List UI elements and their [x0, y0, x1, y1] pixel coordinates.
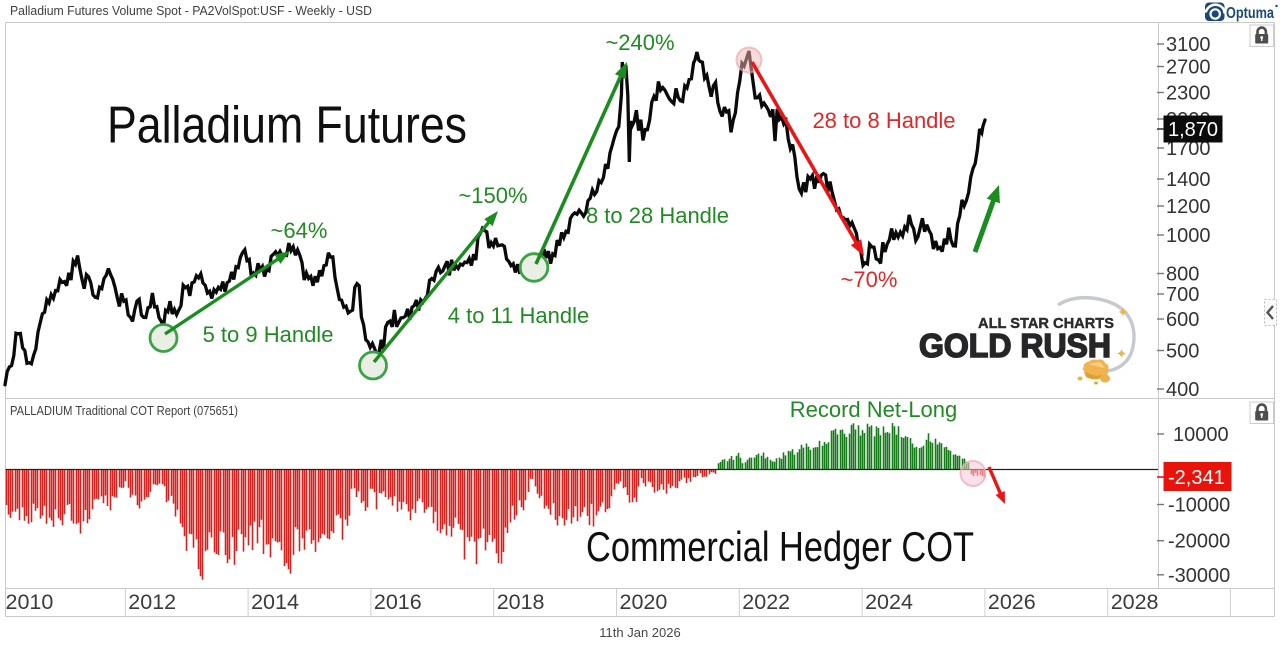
svg-text:800: 800 — [1166, 264, 1199, 286]
svg-text:PALLADIUM Traditional COT Repo: PALLADIUM Traditional COT Report (075651… — [10, 403, 238, 418]
svg-text:Record Net-Long: Record Net-Long — [790, 397, 958, 422]
svg-text:2012: 2012 — [128, 590, 176, 614]
svg-text:10000: 10000 — [1173, 424, 1229, 446]
svg-text:Palladium Futures Volume Spot: Palladium Futures Volume Spot - PA2VolSp… — [10, 3, 372, 18]
svg-text:1000: 1000 — [1166, 225, 1211, 247]
svg-text:ALL STAR CHARTS: ALL STAR CHARTS — [978, 316, 1114, 332]
svg-text:2700: 2700 — [1166, 57, 1211, 79]
svg-text:~64%: ~64% — [271, 218, 328, 243]
svg-text:2022: 2022 — [742, 590, 790, 614]
svg-text:GOLD RUSH: GOLD RUSH — [919, 327, 1111, 364]
svg-text:1400: 1400 — [1166, 169, 1211, 191]
svg-text:2026: 2026 — [988, 590, 1036, 614]
svg-text:700: 700 — [1166, 284, 1199, 306]
svg-text:2020: 2020 — [620, 590, 668, 614]
svg-text:1700: 1700 — [1166, 138, 1211, 160]
svg-text:4 to 11 Handle: 4 to 11 Handle — [448, 303, 589, 328]
svg-text:2028: 2028 — [1111, 590, 1159, 614]
svg-text:~70%: ~70% — [841, 267, 898, 292]
svg-text:-10000: -10000 — [1168, 495, 1230, 517]
svg-text:~150%: ~150% — [458, 183, 527, 208]
svg-text:11th Jan 2026: 11th Jan 2026 — [599, 625, 680, 640]
svg-text:-30000: -30000 — [1168, 565, 1230, 587]
svg-text:2016: 2016 — [374, 590, 422, 614]
svg-text:2300: 2300 — [1166, 83, 1211, 105]
svg-text:-20000: -20000 — [1168, 531, 1230, 553]
svg-text:400: 400 — [1166, 379, 1199, 401]
svg-text:500: 500 — [1166, 341, 1199, 363]
svg-text:2024: 2024 — [865, 590, 913, 614]
svg-text:Optuma: Optuma — [1226, 5, 1274, 22]
svg-text:2010: 2010 — [6, 590, 54, 614]
svg-text:2014: 2014 — [251, 590, 299, 614]
svg-text:2018: 2018 — [497, 590, 545, 614]
svg-text:1,870: 1,870 — [1168, 119, 1218, 141]
svg-text:28 to 8 Handle: 28 to 8 Handle — [812, 108, 955, 133]
svg-text:~240%: ~240% — [605, 30, 674, 55]
svg-text:-2,341: -2,341 — [1168, 467, 1225, 489]
svg-text:8 to 28 Handle: 8 to 28 Handle — [586, 203, 729, 228]
svg-text:Commercial Hedger COT: Commercial Hedger COT — [586, 523, 974, 570]
svg-text:3100: 3100 — [1166, 34, 1211, 56]
svg-text:5 to 9 Handle: 5 to 9 Handle — [203, 322, 334, 347]
svg-text:Palladium Futures: Palladium Futures — [107, 97, 467, 155]
svg-text:1200: 1200 — [1166, 196, 1211, 218]
svg-text:600: 600 — [1166, 309, 1199, 331]
